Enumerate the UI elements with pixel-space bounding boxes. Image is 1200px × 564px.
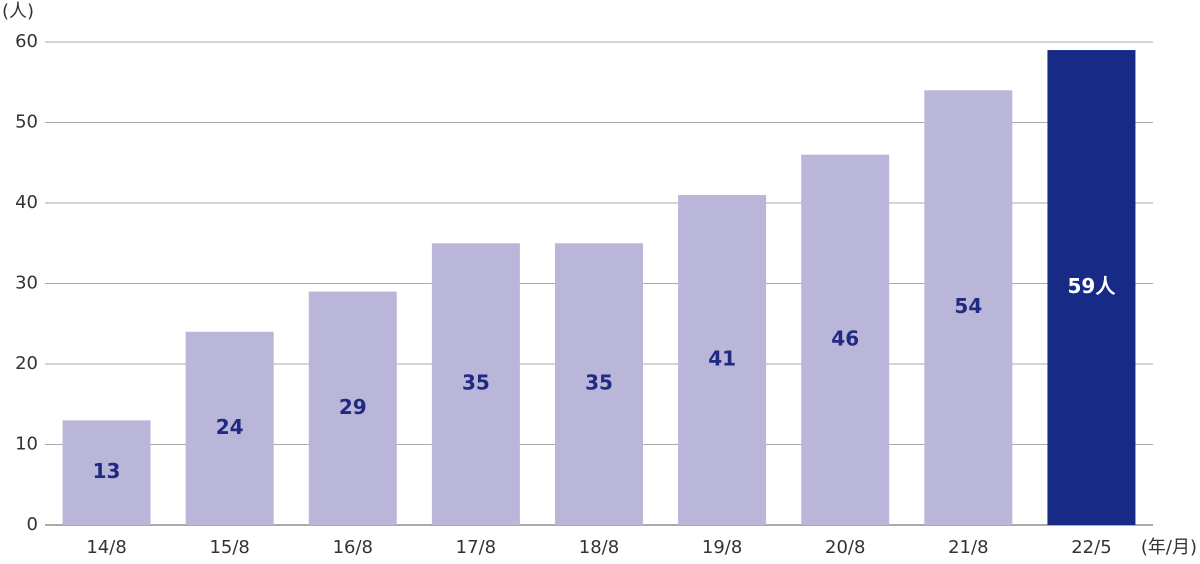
bar [431,243,520,525]
bar [555,243,643,525]
x-tick-label: 16/8 [333,537,373,558]
x-tick-label: 20/8 [825,537,865,558]
bar [801,154,890,525]
y-tick-label: 60 [15,31,38,52]
value-label: 35 [462,371,490,395]
x-tick-label: 14/8 [86,537,126,558]
y-unit: (人) [2,1,34,22]
bar [678,194,767,525]
x-unit: (年/月) [1141,537,1197,558]
y-tick-label: 30 [15,273,38,294]
x-tick-label: 19/8 [702,537,742,558]
bar [308,291,397,525]
x-tick-label: 17/8 [456,537,496,558]
bar [924,90,1013,526]
value-label: 59人 [1068,274,1117,298]
value-label: 54 [954,294,982,318]
value-label: 24 [216,415,244,439]
x-tick-label: 18/8 [579,537,619,558]
value-label: 35 [585,371,613,395]
x-tick-label: 15/8 [209,537,249,558]
bar [185,331,274,525]
value-label: 13 [93,459,121,483]
y-tick-label: 10 [15,434,38,455]
bar [62,420,151,525]
y-tick-label: 20 [15,353,38,374]
value-label: 29 [339,395,367,419]
x-tick-label: 22/5 [1071,537,1111,558]
y-tick-label: 40 [15,192,38,213]
bar [1047,50,1136,526]
y-tick-label: 50 [15,112,38,133]
y-tick-label: 0 [27,514,38,535]
value-label: 41 [708,346,736,370]
value-label: 46 [831,326,859,350]
x-tick-label: 21/8 [948,537,988,558]
